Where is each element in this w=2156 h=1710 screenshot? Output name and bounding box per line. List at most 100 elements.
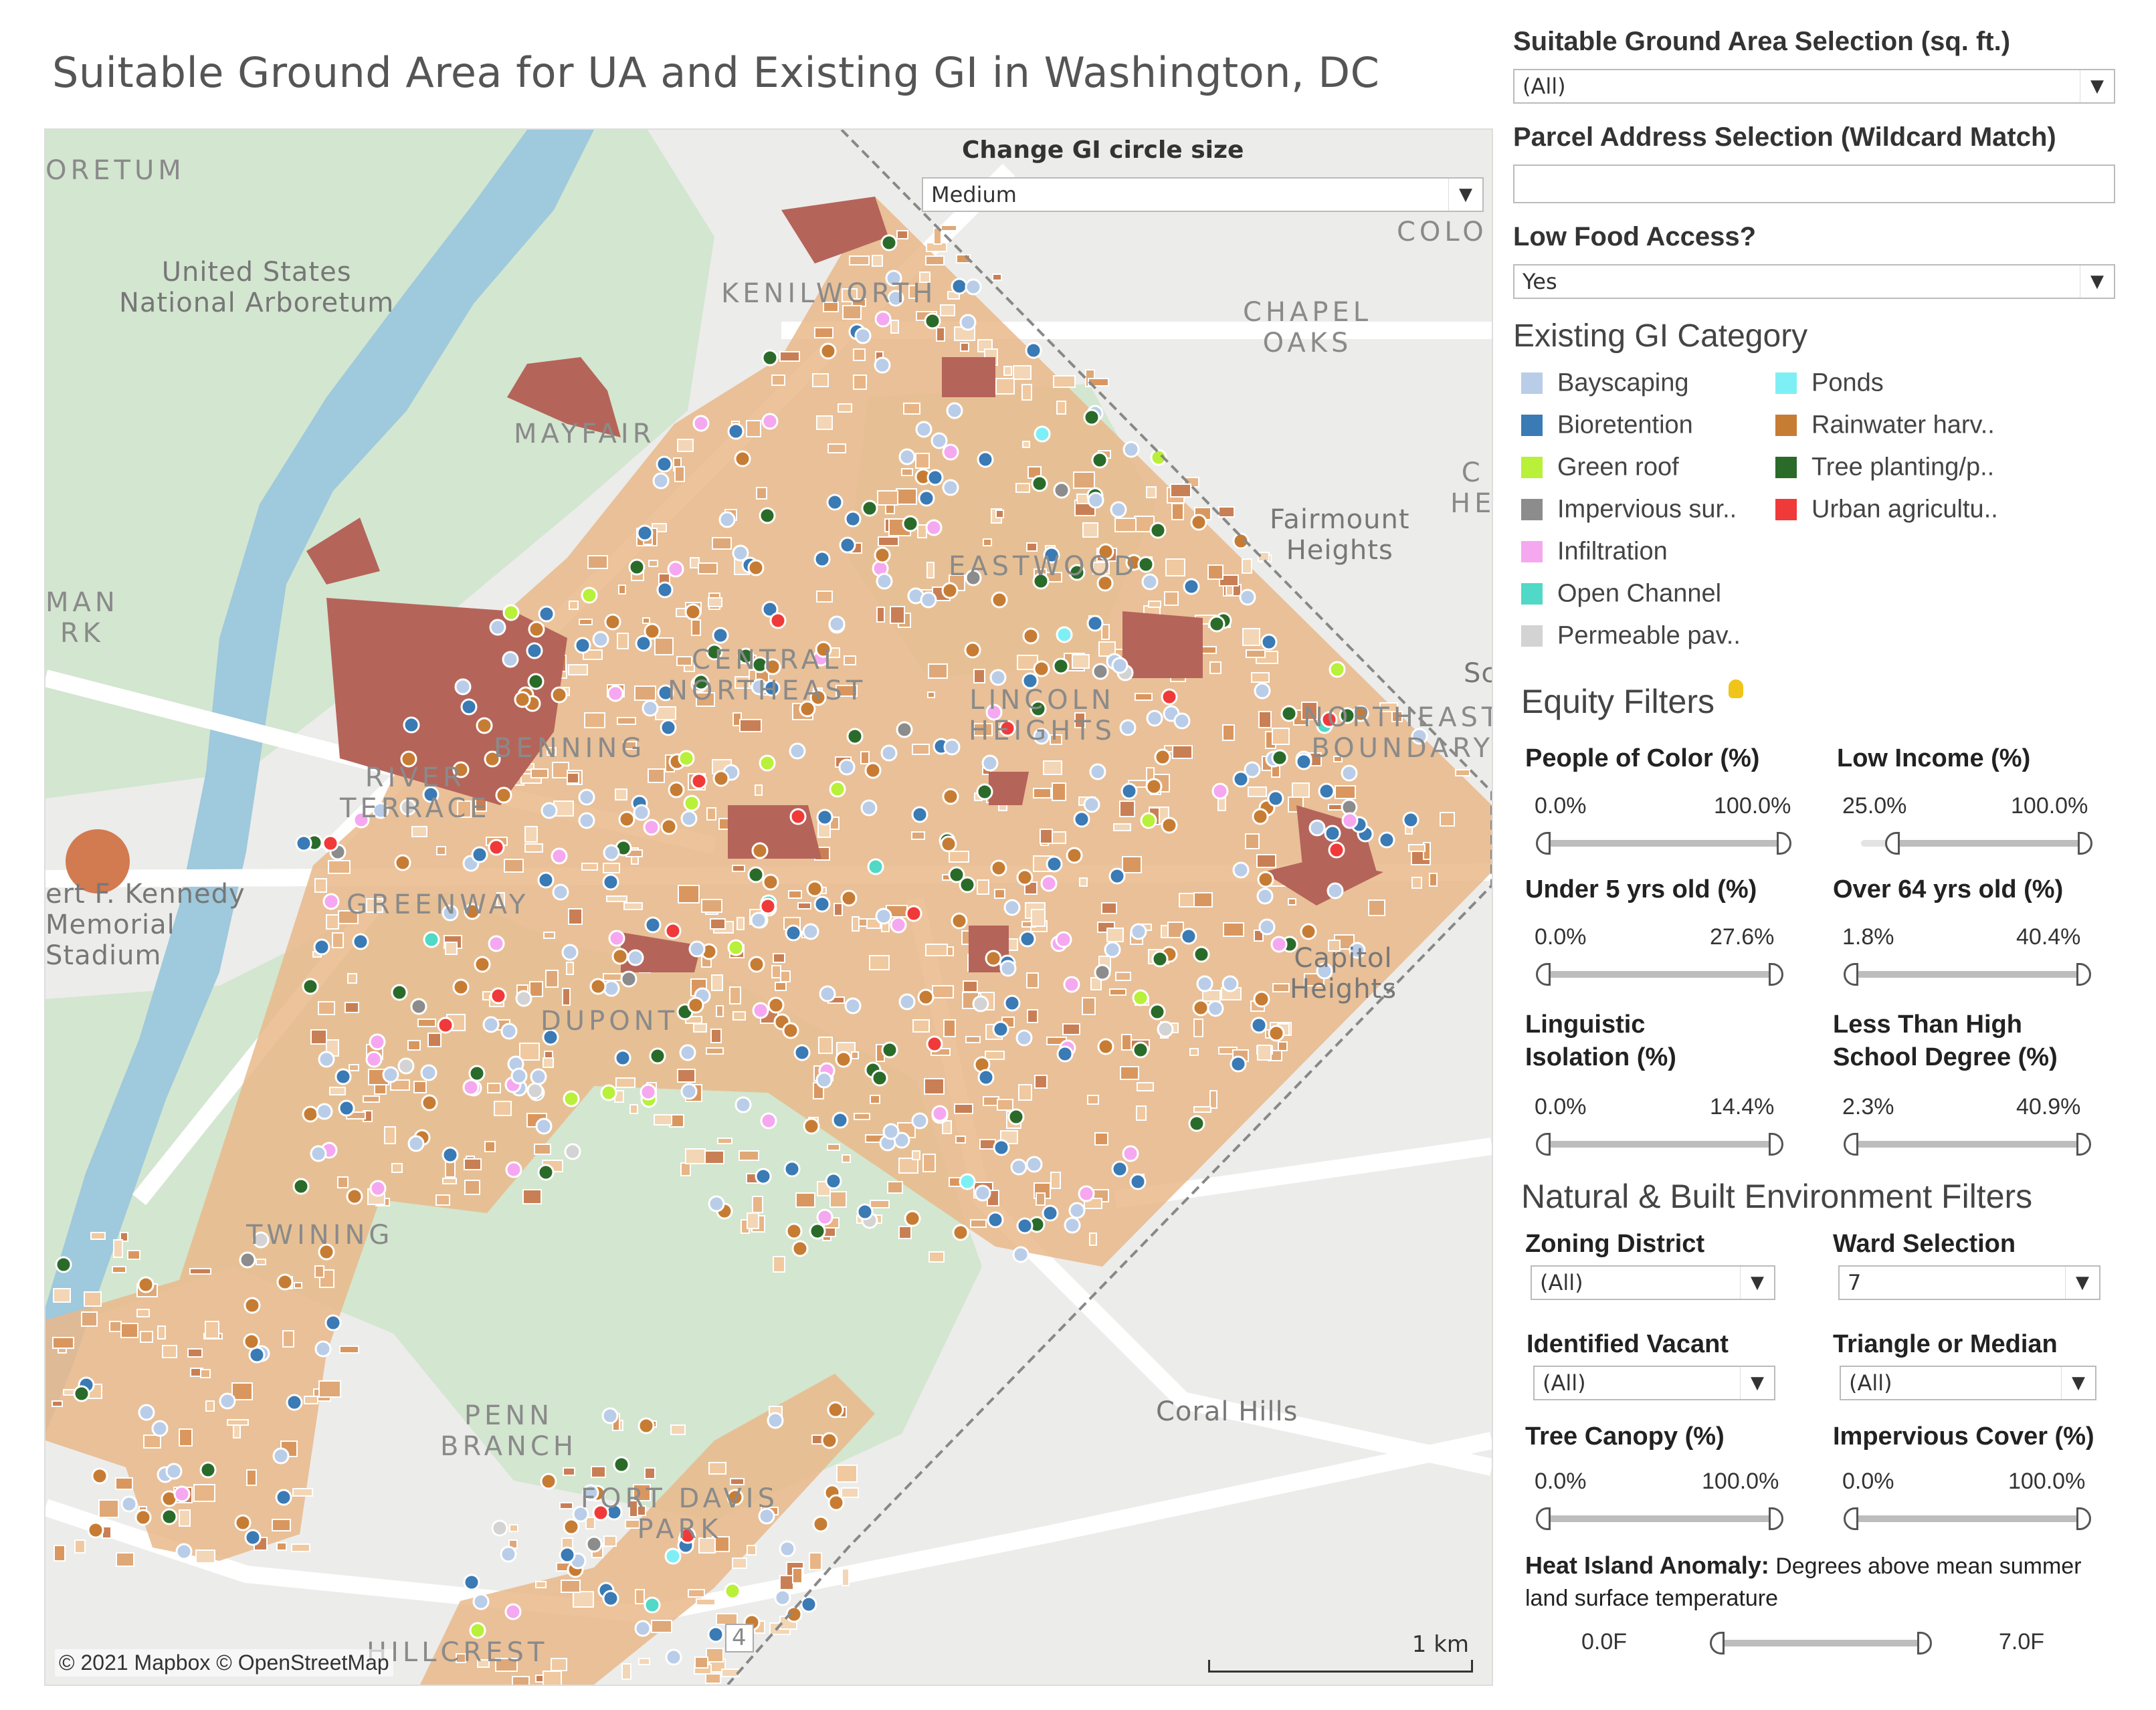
- gi-point[interactable]: [761, 601, 779, 618]
- parcel[interactable]: [633, 1484, 651, 1501]
- gi-point[interactable]: [469, 1622, 486, 1639]
- gi-point[interactable]: [959, 876, 976, 893]
- parcel[interactable]: [752, 1196, 763, 1213]
- gi-point[interactable]: [1145, 778, 1163, 795]
- parcel[interactable]: [680, 1162, 691, 1176]
- parcel[interactable]: [809, 1552, 822, 1570]
- gi-point[interactable]: [1268, 1025, 1285, 1042]
- gi-point[interactable]: [1003, 899, 1021, 916]
- over64-slider-min-handle[interactable]: [1844, 963, 1858, 986]
- parcel[interactable]: [694, 1656, 708, 1669]
- parcel[interactable]: [200, 1369, 211, 1378]
- parcel[interactable]: [1440, 812, 1455, 827]
- parcel[interactable]: [617, 717, 636, 725]
- parcel[interactable]: [1087, 1095, 1099, 1105]
- parcel[interactable]: [606, 895, 627, 902]
- parcel[interactable]: [901, 468, 913, 476]
- parcel[interactable]: [739, 1150, 759, 1161]
- parcel[interactable]: [677, 1069, 696, 1083]
- gi-point[interactable]: [917, 988, 935, 1006]
- parcel[interactable]: [925, 944, 948, 956]
- gi-point[interactable]: [887, 290, 904, 307]
- parcel[interactable]: [391, 1163, 403, 1173]
- gi-point[interactable]: [437, 1017, 454, 1034]
- poc-slider-min-handle[interactable]: [1536, 832, 1551, 855]
- parcel[interactable]: [195, 1549, 215, 1564]
- parcel[interactable]: [677, 439, 694, 452]
- gi-point[interactable]: [1341, 764, 1358, 782]
- parcel[interactable]: [413, 1081, 427, 1093]
- gi-point[interactable]: [816, 809, 834, 826]
- gi-point[interactable]: [785, 924, 802, 942]
- parcel[interactable]: [617, 633, 629, 649]
- parcel[interactable]: [246, 1469, 257, 1486]
- gi-point[interactable]: [902, 515, 919, 532]
- parcel[interactable]: [494, 1101, 512, 1116]
- parcel[interactable]: [1094, 1132, 1108, 1146]
- parcel[interactable]: [1333, 756, 1343, 762]
- parcel[interactable]: [1246, 649, 1266, 658]
- gi-point[interactable]: [941, 582, 959, 599]
- parcel[interactable]: [890, 320, 899, 334]
- parcel[interactable]: [730, 1478, 745, 1485]
- gi-point[interactable]: [1257, 871, 1274, 888]
- parcel[interactable]: [771, 375, 785, 386]
- chevron-down-icon[interactable]: ▼: [1740, 1267, 1774, 1299]
- gi-point[interactable]: [275, 1489, 292, 1506]
- parcel[interactable]: [985, 1051, 1005, 1060]
- parcel[interactable]: [98, 1499, 119, 1518]
- low-income-slider[interactable]: [1861, 832, 2092, 855]
- gi-point[interactable]: [835, 1051, 852, 1068]
- parcel[interactable]: [812, 373, 829, 387]
- gi-point[interactable]: [314, 1340, 332, 1358]
- gi-point[interactable]: [563, 1090, 580, 1107]
- gi-point[interactable]: [495, 786, 512, 804]
- parcel[interactable]: [567, 772, 579, 784]
- parcel[interactable]: [445, 942, 458, 955]
- parcel[interactable]: [535, 1581, 547, 1588]
- parcel[interactable]: [1053, 375, 1076, 388]
- gi-point[interactable]: [989, 669, 1007, 686]
- parcel[interactable]: [927, 691, 935, 698]
- parcel[interactable]: [644, 1467, 656, 1479]
- parcel[interactable]: [629, 1104, 638, 1114]
- gi-point[interactable]: [667, 560, 684, 578]
- gi-point[interactable]: [774, 1589, 791, 1606]
- parcel[interactable]: [1050, 734, 1062, 745]
- parcel[interactable]: [1073, 471, 1095, 489]
- chevron-down-icon[interactable]: ▼: [2065, 1267, 2099, 1299]
- parcel[interactable]: [407, 1040, 421, 1051]
- parcel[interactable]: [349, 1064, 359, 1071]
- parcel[interactable]: [1408, 844, 1426, 852]
- gi-point[interactable]: [981, 754, 999, 772]
- map-canvas[interactable]: [45, 130, 1492, 1685]
- gi-point[interactable]: [1016, 1217, 1034, 1235]
- gi-point[interactable]: [942, 443, 959, 461]
- parcel[interactable]: [529, 981, 543, 997]
- gi-point[interactable]: [1341, 812, 1359, 829]
- gi-point[interactable]: [652, 472, 670, 490]
- parcel[interactable]: [1101, 624, 1110, 640]
- gi-point[interactable]: [759, 507, 776, 524]
- parcel[interactable]: [227, 1419, 249, 1426]
- parcel[interactable]: [272, 1519, 291, 1531]
- gi-point[interactable]: [552, 883, 569, 901]
- parcel[interactable]: [504, 859, 524, 873]
- gi-point[interactable]: [537, 871, 555, 889]
- parcel[interactable]: [992, 274, 1002, 281]
- parcel[interactable]: [337, 1176, 349, 1188]
- gi-point[interactable]: [782, 1022, 799, 1039]
- parcel[interactable]: [1036, 1192, 1046, 1206]
- parcel[interactable]: [792, 1568, 803, 1584]
- parcel[interactable]: [332, 932, 344, 948]
- gi-point[interactable]: [538, 605, 555, 623]
- gi-point[interactable]: [292, 1178, 310, 1195]
- parcel[interactable]: [928, 663, 948, 679]
- gi-point[interactable]: [636, 524, 654, 542]
- gi-point[interactable]: [802, 923, 819, 940]
- gi-point[interactable]: [828, 615, 846, 633]
- parcel[interactable]: [623, 741, 637, 750]
- gi-point[interactable]: [352, 933, 369, 950]
- gi-point[interactable]: [613, 1456, 630, 1473]
- parcel[interactable]: [912, 744, 930, 755]
